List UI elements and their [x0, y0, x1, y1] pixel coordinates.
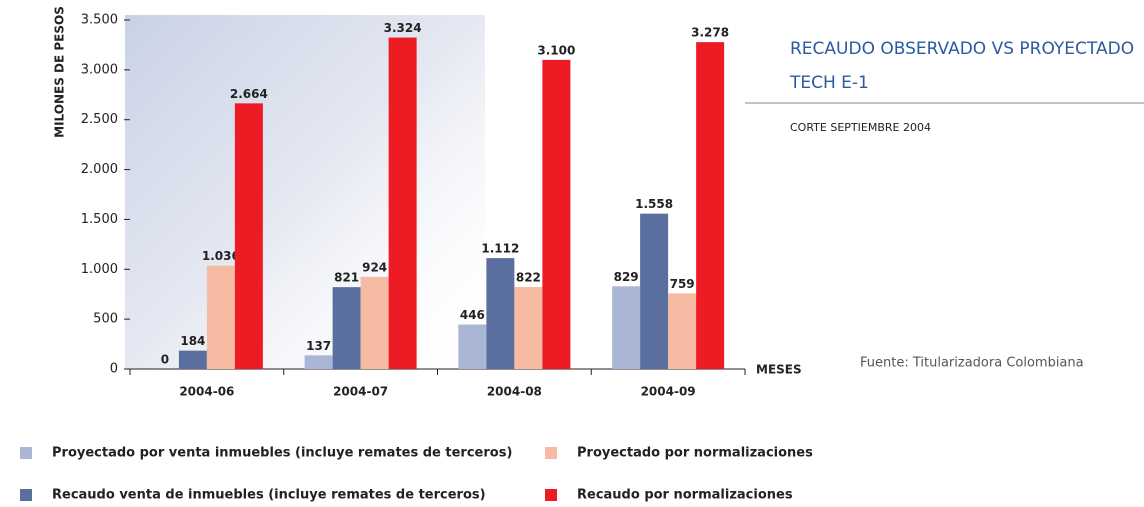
bar — [206, 265, 235, 369]
source: Fuente: Titularizadora Colombiana — [860, 356, 1084, 371]
y-tick-label: 1.500 — [81, 212, 118, 227]
legend-swatch — [545, 447, 557, 459]
bar — [332, 287, 361, 369]
bar — [388, 37, 417, 369]
bar — [612, 286, 641, 369]
x-tick-label: 2004-07 — [333, 385, 388, 399]
legend-label: Recaudo por normalizaciones — [577, 488, 793, 503]
bar — [304, 355, 333, 369]
bar — [542, 59, 571, 370]
x-axis-label: MESES — [756, 363, 802, 377]
value-label: 1.112 — [481, 242, 519, 256]
subtitle: CORTE SEPTIEMBRE 2004 — [790, 121, 931, 134]
legend-label: Proyectado por venta inmuebles (incluye … — [52, 446, 512, 461]
y-tick-label: 1.000 — [81, 262, 118, 277]
background — [125, 15, 485, 369]
bar — [234, 103, 263, 369]
legend-label: Recaudo venta de inmuebles (incluye rema… — [52, 488, 486, 503]
y-axis-label: MILONES DE PESOS — [53, 6, 67, 138]
legend-label: Proyectado por normalizaciones — [577, 446, 813, 461]
value-label: 3.100 — [537, 43, 575, 57]
value-label: 1.036 — [202, 249, 240, 263]
value-label: 2.664 — [230, 87, 268, 101]
value-label: 759 — [670, 277, 695, 291]
bar — [696, 42, 725, 370]
y-tick-label: 2.500 — [81, 112, 118, 127]
value-label: 822 — [516, 271, 541, 285]
y-tick-label: 0 — [110, 362, 118, 377]
y-tick-label: 3.500 — [81, 13, 118, 28]
legend-swatch — [20, 489, 32, 501]
bar — [640, 213, 669, 369]
x-tick-label: 2004-08 — [487, 385, 542, 399]
value-label: 3.324 — [384, 21, 422, 35]
bar — [458, 324, 487, 369]
y-tick-label: 2.000 — [81, 162, 118, 177]
chart-title: RECAUDO OBSERVADO VS PROYECTADO TECH E-1 — [790, 39, 1135, 93]
value-label: 829 — [614, 270, 639, 284]
bar — [360, 276, 389, 369]
value-label: 1.558 — [635, 197, 673, 211]
value-label: 137 — [306, 339, 331, 353]
y-tick-label: 3.000 — [81, 62, 118, 77]
y-tick-label: 500 — [93, 312, 118, 327]
bar — [668, 293, 697, 369]
bar — [514, 287, 543, 369]
value-label: 3.278 — [691, 26, 729, 40]
x-tick-label: 2004-06 — [179, 385, 234, 399]
value-label: 184 — [180, 334, 205, 348]
value-label: 446 — [460, 308, 485, 322]
bar — [486, 258, 515, 369]
x-tick-label: 2004-09 — [641, 385, 696, 399]
value-label: 821 — [334, 271, 359, 285]
legend-swatch — [545, 489, 557, 501]
value-label: 0 — [161, 353, 169, 367]
legend-swatch — [20, 447, 32, 459]
bar — [178, 350, 207, 369]
value-label: 924 — [362, 260, 387, 274]
